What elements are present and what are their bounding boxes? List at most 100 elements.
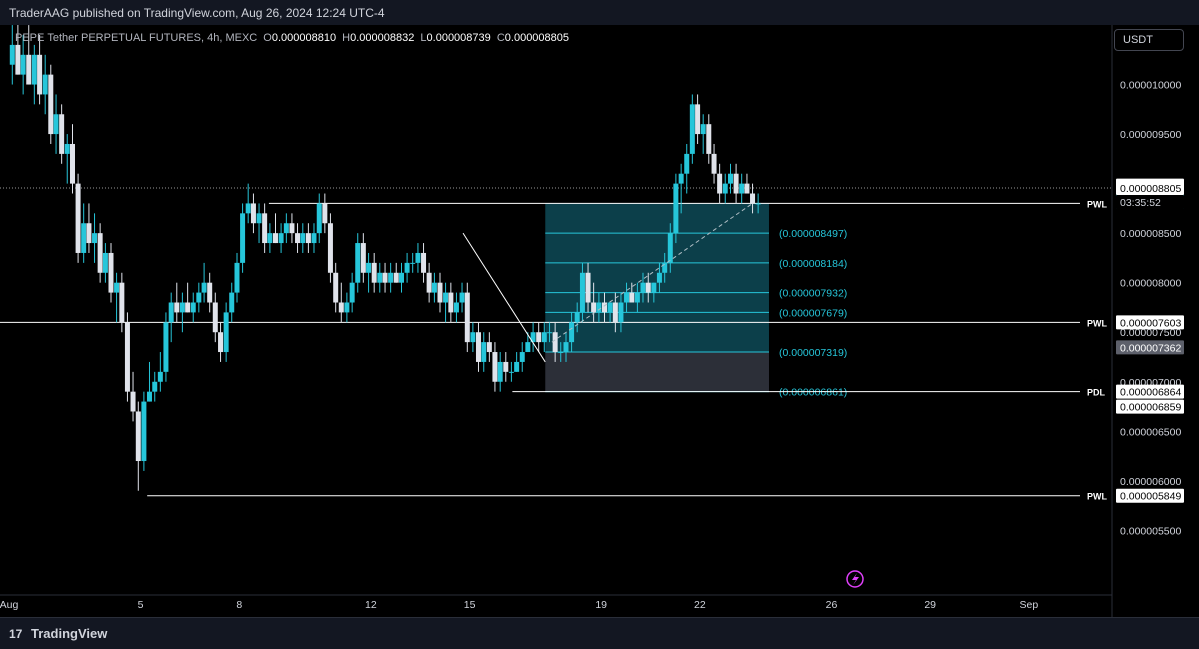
candle bbox=[541, 322, 547, 353]
last-price-tag-text: 0.000008805 bbox=[1120, 183, 1181, 195]
chart-area[interactable]: (0.000008497) (0.000008184) (0.000007932) (… bbox=[0, 25, 1199, 617]
candle bbox=[97, 223, 103, 283]
candle bbox=[711, 143, 717, 184]
candle-body bbox=[9, 44, 15, 65]
price-chart[interactable]: (0.000008497) (0.000008184) (0.000007932) (… bbox=[0, 25, 1199, 617]
candle bbox=[240, 203, 246, 273]
candle bbox=[398, 262, 404, 293]
candle bbox=[289, 213, 295, 244]
candle bbox=[563, 332, 569, 362]
candle-body bbox=[470, 332, 476, 343]
candle-body bbox=[459, 292, 465, 303]
candle-body bbox=[536, 332, 542, 343]
axis-tags-layer: 0.0000089930.0000089870.00000880503:35:5… bbox=[1116, 178, 1184, 503]
candle-body bbox=[393, 272, 399, 283]
candle-body bbox=[190, 302, 196, 313]
lightning-icon[interactable] bbox=[846, 570, 864, 588]
candle-body bbox=[377, 272, 383, 283]
candle bbox=[733, 163, 739, 204]
currency-button[interactable]: USDT bbox=[1114, 29, 1184, 51]
x-axis-ticks: Aug 5 8 12 15 19 22 26 29 Sep bbox=[0, 599, 1038, 611]
candle bbox=[475, 322, 481, 372]
candle bbox=[64, 134, 70, 184]
publisher-bar: TraderAAG published on TradingView.com, … bbox=[0, 0, 1199, 25]
candle-body bbox=[327, 223, 333, 273]
key-level-label: PWL bbox=[1087, 492, 1107, 502]
candle-body bbox=[108, 252, 114, 293]
candle-body bbox=[722, 183, 728, 194]
candle-body bbox=[344, 302, 350, 313]
candle bbox=[744, 173, 750, 194]
candle bbox=[640, 272, 646, 303]
candle bbox=[486, 332, 492, 362]
candle-body bbox=[437, 282, 443, 303]
candle bbox=[569, 312, 575, 353]
pdl-tag-text: 0.000006864 bbox=[1120, 387, 1181, 399]
candle-body bbox=[338, 302, 344, 313]
candle-body bbox=[355, 243, 361, 283]
candle-body bbox=[755, 203, 761, 205]
brand-name: TradingView bbox=[31, 626, 108, 641]
candle-body bbox=[662, 262, 668, 273]
candle bbox=[37, 35, 43, 105]
candle-body bbox=[135, 411, 141, 462]
candle-body bbox=[448, 292, 454, 313]
candle bbox=[689, 94, 695, 164]
key-level-label: PWL bbox=[1087, 199, 1107, 209]
candle-body bbox=[152, 381, 158, 392]
candle-body bbox=[558, 352, 564, 354]
candle bbox=[86, 203, 92, 253]
candle-body bbox=[223, 312, 229, 353]
candle-body bbox=[382, 272, 388, 283]
pwl-mid-tag: 0.000007603 bbox=[1116, 315, 1184, 330]
candle bbox=[108, 243, 114, 303]
candle-body bbox=[733, 173, 739, 194]
y-tick-label: 0.000008000 bbox=[1120, 278, 1181, 290]
candle bbox=[366, 252, 372, 293]
candle-body bbox=[256, 213, 262, 224]
candle bbox=[75, 173, 81, 263]
candle-body bbox=[92, 233, 98, 244]
candle bbox=[201, 262, 207, 303]
candle bbox=[327, 213, 333, 283]
candle bbox=[503, 352, 509, 382]
candle bbox=[344, 292, 350, 323]
pdl-second-tag-text: 0.000006859 bbox=[1120, 402, 1181, 414]
candle bbox=[459, 282, 465, 313]
candle-body bbox=[141, 401, 147, 462]
pwl-mid-tag-text: 0.000007603 bbox=[1120, 317, 1181, 329]
candle-body bbox=[563, 342, 569, 353]
candle-body bbox=[547, 332, 553, 334]
candle bbox=[157, 352, 163, 392]
candle bbox=[262, 203, 268, 253]
candle-body bbox=[124, 322, 130, 392]
candle-body bbox=[207, 282, 213, 303]
candle bbox=[448, 282, 454, 323]
candle-body bbox=[179, 302, 185, 313]
candle bbox=[283, 213, 289, 244]
candle-body bbox=[64, 143, 70, 154]
y-tick-label: 0.000006500 bbox=[1120, 426, 1181, 438]
candle bbox=[168, 292, 174, 343]
candle bbox=[250, 193, 256, 234]
candle-body bbox=[163, 322, 169, 372]
candle-body bbox=[75, 183, 81, 253]
candle bbox=[130, 371, 136, 422]
key-level-label: PWL bbox=[1087, 318, 1107, 328]
x-tick-label: 29 bbox=[924, 599, 936, 611]
candle-body bbox=[651, 282, 657, 293]
candle-body bbox=[739, 183, 745, 194]
candle-body bbox=[629, 292, 635, 303]
candle-body bbox=[119, 282, 125, 323]
candle bbox=[717, 163, 723, 204]
candle bbox=[558, 342, 564, 362]
candle-body bbox=[634, 292, 640, 303]
candle-body bbox=[569, 322, 575, 343]
candle-body bbox=[81, 223, 87, 253]
candle bbox=[163, 312, 169, 382]
candle-body bbox=[519, 352, 525, 362]
candle-body bbox=[525, 342, 531, 353]
candle-body bbox=[492, 352, 498, 382]
candle-body bbox=[497, 361, 503, 382]
pwl-mid-tag-bg bbox=[1116, 315, 1184, 330]
